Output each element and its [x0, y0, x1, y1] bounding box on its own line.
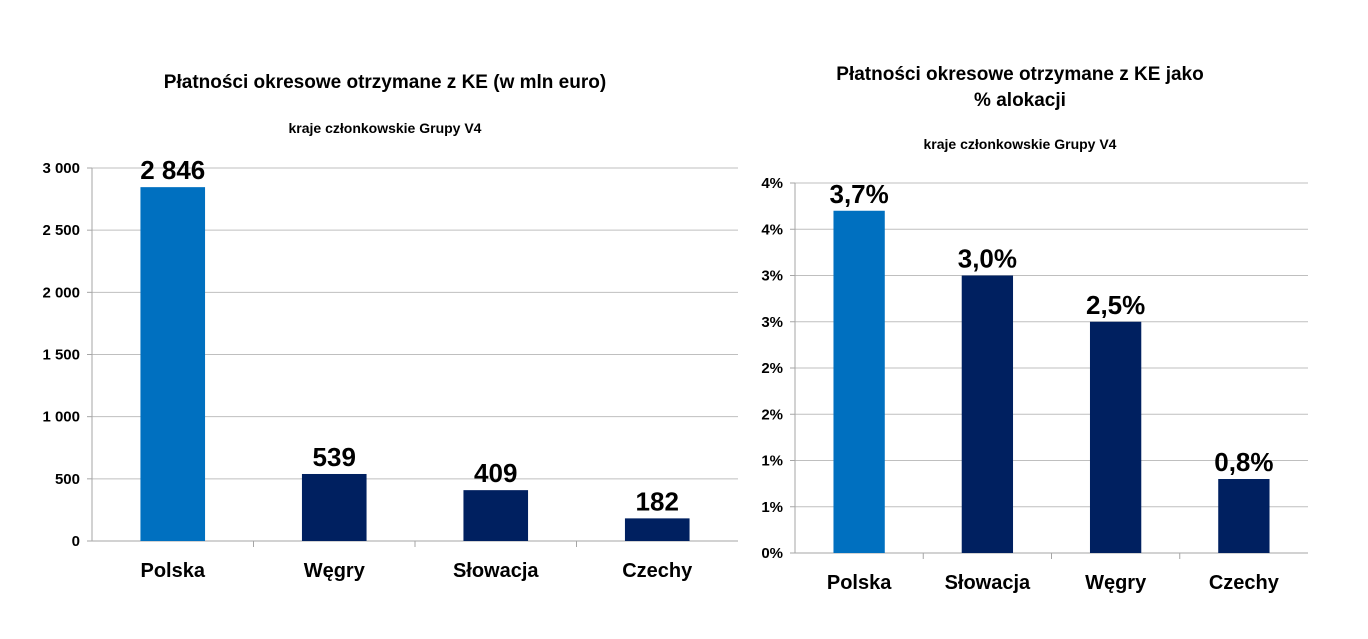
y-tick-label: 4% [761, 221, 783, 238]
bar [1218, 479, 1270, 553]
category-label: Słowacja [945, 572, 1031, 594]
category-label: Polska [827, 572, 892, 594]
category-label: Węgry [304, 560, 366, 582]
bar-chart-payments-percent: 0% 1% 1% 2% 2% 3% 3% 4% 4% 3,7% Polska 3,0% Słowacja… [761, 175, 1308, 594]
data-label: 2,5% [1086, 290, 1145, 320]
y-tick-label: 3 000 [42, 160, 80, 177]
category-label: Węgry [1085, 572, 1147, 594]
bar [463, 490, 529, 541]
chart-subtitle: kraje członkowskie Grupy V4 [288, 120, 482, 136]
bar [961, 275, 1014, 553]
data-label: 182 [636, 486, 679, 516]
chart-title-line-1: Płatności okresowe otrzymane z KE jako [836, 64, 1204, 85]
category-label: Czechy [1209, 572, 1280, 594]
data-label: 539 [313, 442, 356, 472]
y-tick-label: 1% [761, 453, 783, 470]
y-tick-label: 2% [761, 406, 783, 423]
bar [1089, 321, 1142, 553]
data-label: 3,0% [958, 244, 1017, 274]
y-tick-label: 1 500 [42, 347, 80, 364]
bar [624, 518, 690, 541]
y-tick-label: 3% [761, 268, 783, 285]
data-label: 0,8% [1214, 447, 1273, 477]
category-label: Czechy [622, 560, 693, 582]
y-tick-label: 3% [761, 314, 783, 331]
chart-title: Płatności okresowe otrzymane z KE jako %… [720, 62, 1320, 114]
data-label: 3,7% [829, 179, 888, 209]
chart-subtitle: kraje członkowskie Grupy V4 [923, 136, 1117, 152]
bar [140, 187, 206, 541]
y-tick-label: 0 [72, 533, 80, 550]
category-label: Słowacja [453, 560, 539, 582]
y-tick-label: 1 000 [42, 409, 80, 426]
data-label: 2 846 [140, 155, 205, 185]
chart-title: Płatności okresowe otrzymane z KE (w mln… [163, 72, 607, 93]
y-tick-label: 1% [761, 499, 783, 516]
bar [301, 473, 367, 541]
chart-title-line-2: % alokacji [974, 90, 1066, 111]
y-tick-label: 0% [761, 545, 783, 562]
bar-chart-payments-eur: 0 500 1 000 1 500 2 000 2 500 3 000 2 846 Polska… [42, 155, 738, 582]
chart-panel-payments-percent: Płatności okresowe otrzymane z KE jako %… [700, 0, 1368, 639]
y-tick-label: 2 500 [42, 222, 80, 239]
category-label: Polska [141, 560, 206, 582]
y-tick-label: 4% [761, 175, 783, 192]
bar [833, 210, 885, 553]
data-label: 409 [474, 458, 517, 488]
y-tick-label: 500 [55, 471, 80, 488]
y-tick-label: 2% [761, 360, 783, 377]
y-tick-label: 2 000 [42, 284, 80, 301]
chart-panel-payments-eur: Płatności okresowe otrzymane z KE (w mln… [42, 72, 738, 582]
